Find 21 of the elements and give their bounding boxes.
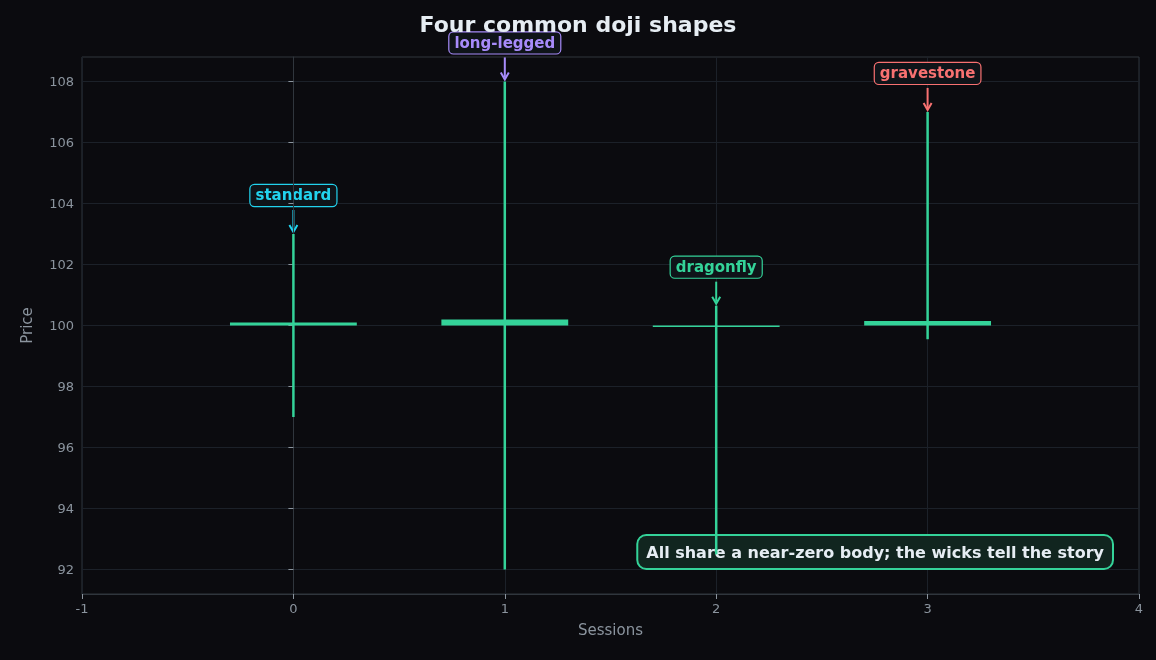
y-tick-label: 94 xyxy=(57,501,74,517)
x-axis-title: Sessions xyxy=(577,620,644,639)
y-tick-label: 106 xyxy=(49,134,74,150)
y-tick-label: 108 xyxy=(49,73,74,89)
annotation: gravestone xyxy=(879,64,976,83)
x-tick-label: 0 xyxy=(289,601,298,616)
x-tick-label: 2 xyxy=(712,601,721,616)
y-tick-label: 96 xyxy=(57,440,74,456)
x-tick-label: -1 xyxy=(75,601,89,616)
x-tick-label: 1 xyxy=(500,601,509,616)
y-tick-label: 102 xyxy=(49,256,74,272)
x-tick-label: 4 xyxy=(1134,601,1144,616)
x-tick-label: 3 xyxy=(923,601,932,616)
y-tick-label: 104 xyxy=(49,195,74,211)
y-tick-label: 92 xyxy=(57,562,74,578)
y-tick-label: 100 xyxy=(49,318,74,333)
annotation: All share a near-zero body; the wicks tell the story xyxy=(646,542,1105,562)
y-axis-title: Price xyxy=(17,307,36,344)
y-tick-label: 98 xyxy=(57,379,74,395)
annotation: standard xyxy=(255,186,332,205)
annotation: dragonfly xyxy=(675,258,757,277)
